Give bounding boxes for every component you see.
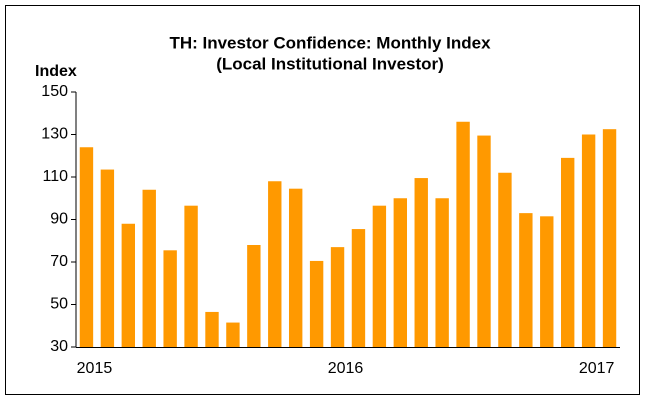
bar xyxy=(79,147,94,347)
bar xyxy=(184,205,198,347)
bar xyxy=(560,157,575,347)
y-tick-label: 50 xyxy=(50,296,68,313)
y-axis-label: Index xyxy=(35,63,77,80)
bar xyxy=(372,205,387,347)
bar xyxy=(581,134,596,347)
bar xyxy=(414,178,428,347)
y-tick-label: 130 xyxy=(41,126,68,143)
bar xyxy=(477,135,491,347)
chart-subtitle: (Local Institutional Investor) xyxy=(216,54,444,73)
y-tick-label: 110 xyxy=(42,168,68,185)
bar xyxy=(435,198,449,347)
y-tick-label: 150 xyxy=(41,83,68,100)
bar xyxy=(163,250,177,347)
bar xyxy=(205,311,219,347)
y-tick-label: 70 xyxy=(50,253,68,270)
x-tick-label: 2017 xyxy=(579,360,615,377)
bar xyxy=(602,129,617,347)
bar xyxy=(142,189,156,347)
y-tick-label: 90 xyxy=(50,211,68,228)
x-tick-label: 2015 xyxy=(77,360,113,377)
bar xyxy=(309,260,324,347)
bar xyxy=(540,216,554,347)
y-tick-label: 30 xyxy=(50,338,68,355)
bar xyxy=(393,198,408,347)
bar xyxy=(456,121,470,347)
bar xyxy=(100,169,115,347)
bar xyxy=(247,245,261,347)
bar xyxy=(519,213,533,347)
bar xyxy=(121,223,136,347)
bar xyxy=(288,188,303,347)
bar xyxy=(351,229,366,347)
bar xyxy=(268,181,282,347)
chart-title: TH: Investor Confidence: Monthly Index xyxy=(169,33,491,52)
bar xyxy=(498,172,512,347)
bar xyxy=(330,247,345,347)
x-tick-label: 2016 xyxy=(328,360,364,377)
bar xyxy=(226,322,240,347)
